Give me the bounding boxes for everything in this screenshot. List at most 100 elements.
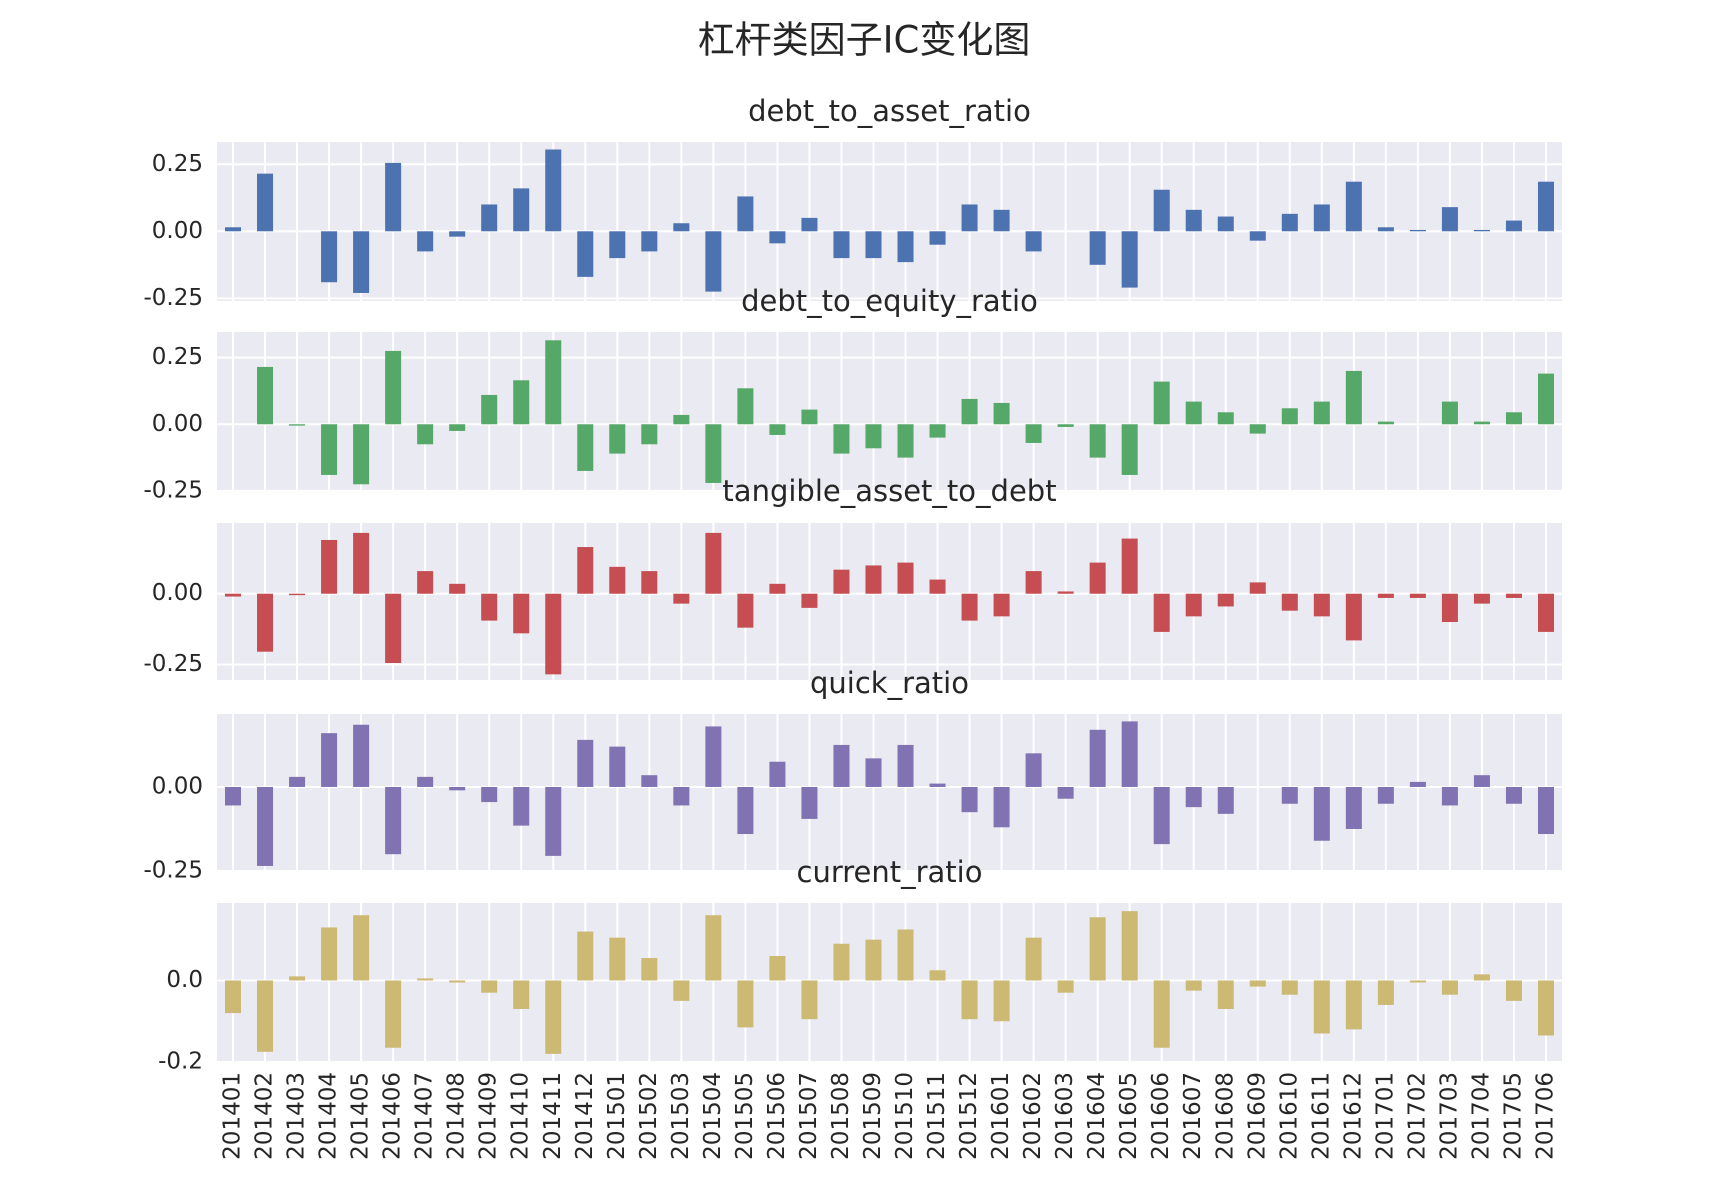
bar	[1121, 911, 1138, 981]
x-tick-label: 201404	[316, 1072, 342, 1160]
bar	[865, 565, 882, 594]
bar	[769, 424, 786, 435]
bar	[545, 786, 562, 856]
x-tick-label: 201702	[1404, 1072, 1430, 1160]
x-tick-label: 201610	[1276, 1072, 1302, 1160]
bar	[481, 204, 498, 232]
bar	[1505, 980, 1522, 1001]
bar	[1281, 213, 1298, 232]
bar	[321, 733, 338, 787]
bar	[513, 188, 530, 232]
x-tick-label: 201407	[412, 1072, 438, 1160]
bar	[353, 231, 370, 293]
bar	[1153, 593, 1170, 632]
bar	[257, 366, 274, 425]
bar	[1537, 786, 1554, 835]
x-tick-label: 201501	[604, 1072, 630, 1160]
bar	[417, 978, 434, 981]
bar	[353, 532, 370, 594]
bar	[417, 776, 434, 787]
bar	[481, 786, 498, 803]
bar	[769, 761, 786, 787]
bar	[929, 579, 946, 594]
bar	[385, 980, 402, 1048]
x-tick-label: 201411	[540, 1072, 566, 1160]
bar	[1441, 401, 1458, 425]
bar	[609, 566, 626, 594]
bar	[801, 980, 818, 1020]
y-tick-label: 0.25	[152, 151, 203, 177]
bar	[1025, 571, 1042, 594]
bar	[1505, 412, 1522, 425]
bar	[961, 398, 978, 425]
bar	[801, 786, 818, 819]
y-tick-label: -0.25	[143, 477, 203, 503]
chart-title: 杠杆类因子IC变化图	[698, 19, 1031, 62]
bar	[1185, 209, 1202, 232]
bar	[865, 231, 882, 259]
bar	[577, 931, 594, 981]
bar	[577, 424, 594, 471]
plot-background	[217, 903, 1562, 1062]
bar	[993, 786, 1010, 828]
bar	[481, 593, 498, 621]
bar	[1345, 181, 1362, 232]
x-tick-label: 201609	[1244, 1072, 1270, 1160]
bar	[1441, 207, 1458, 232]
x-tick-label: 201706	[1532, 1072, 1558, 1160]
bar	[673, 414, 690, 425]
bar	[321, 927, 338, 981]
bar	[1089, 424, 1106, 458]
x-tick-label: 201507	[796, 1072, 822, 1160]
bar	[321, 424, 338, 475]
bar	[289, 976, 306, 981]
bar	[1185, 401, 1202, 425]
x-tick-label: 201611	[1308, 1072, 1334, 1160]
bar	[1505, 593, 1522, 598]
y-tick-label: 0.00	[152, 411, 203, 437]
bar	[1249, 424, 1266, 434]
x-tick-label: 201603	[1052, 1072, 1078, 1160]
bar	[673, 980, 690, 1001]
bar	[1377, 980, 1394, 1005]
x-tick-label: 201608	[1212, 1072, 1238, 1160]
x-tick-label: 201408	[444, 1072, 470, 1160]
x-tick-label: 201508	[828, 1072, 854, 1160]
bar	[1249, 231, 1266, 241]
x-tick-label: 201511	[924, 1072, 950, 1160]
bar	[1409, 229, 1426, 232]
bar	[1409, 781, 1426, 787]
bar	[545, 149, 562, 232]
x-tick-label: 201612	[1340, 1072, 1366, 1160]
bar	[737, 786, 754, 835]
bar	[1217, 593, 1234, 607]
x-tick-label: 201505	[732, 1072, 758, 1160]
bar	[1057, 786, 1074, 799]
x-tick-label: 201607	[1180, 1072, 1206, 1160]
bar	[1153, 786, 1170, 845]
bar	[1409, 980, 1426, 983]
bar	[833, 424, 850, 454]
bar	[1185, 593, 1202, 617]
bar	[385, 350, 402, 425]
bar	[1473, 421, 1490, 425]
bar	[1441, 980, 1458, 995]
bar	[705, 231, 722, 292]
bar	[737, 388, 754, 425]
bar	[673, 223, 690, 232]
x-tick-label: 201402	[252, 1072, 278, 1160]
subplot-title: debt_to_equity_ratio	[741, 284, 1038, 318]
bar	[1217, 786, 1234, 814]
bar	[1249, 980, 1266, 987]
bar	[449, 583, 466, 594]
bar	[1217, 216, 1234, 232]
bar	[897, 231, 914, 263]
x-tick-label: 201506	[764, 1072, 790, 1160]
bar	[1281, 786, 1298, 804]
y-tick-label: -0.25	[143, 285, 203, 311]
bar	[609, 937, 626, 981]
bar	[1473, 229, 1490, 232]
bar	[1057, 980, 1074, 993]
bar	[1153, 381, 1170, 425]
bar	[1185, 786, 1202, 808]
